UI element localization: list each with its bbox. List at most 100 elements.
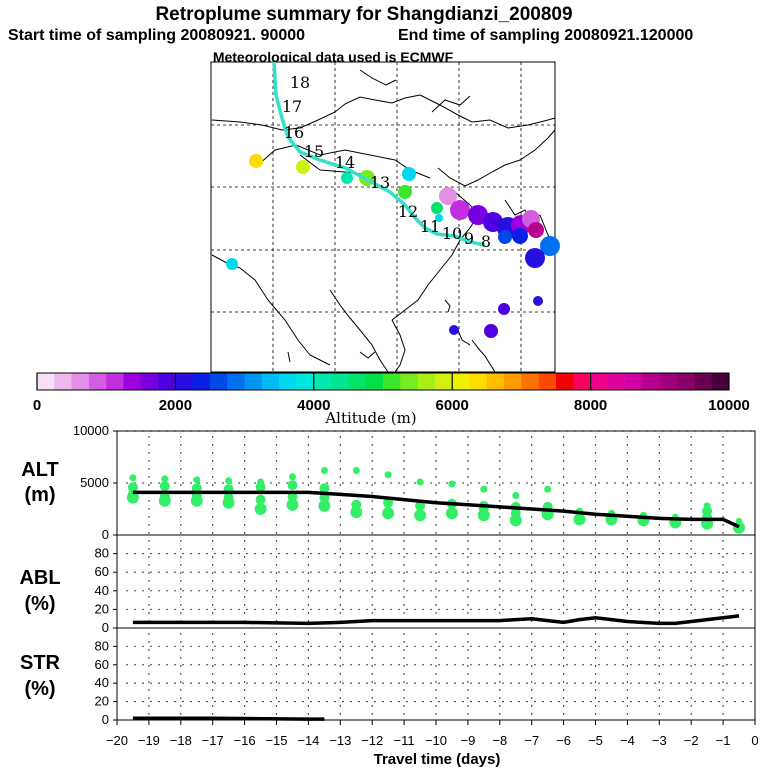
x-grid-dot (243, 620, 246, 622)
x-grid-dot (467, 524, 469, 526)
y-grid-dot (686, 664, 688, 666)
x-grid-dot (148, 572, 150, 574)
abl-panel-ylabel-unit: (%) (24, 593, 55, 615)
x-grid-dot (658, 460, 660, 462)
x-grid-dot (180, 524, 182, 526)
x-grid-dot (435, 681, 437, 683)
x-grid-dot (307, 468, 310, 470)
x-tick-label: −20 (106, 733, 128, 748)
y-tick-label: 60 (95, 657, 109, 672)
x-grid-dot (403, 673, 405, 675)
y-grid-dot (318, 608, 320, 611)
x-grid-dot (371, 500, 373, 502)
x-grid-dot (690, 460, 692, 462)
y-grid-dot (358, 664, 360, 666)
y-grid-dot (398, 590, 400, 592)
x-grid-dot (690, 468, 692, 470)
x-grid-dot (562, 681, 565, 683)
y-grid-dot (558, 430, 560, 432)
y-grid-dot (718, 482, 720, 484)
x-grid-dot (690, 612, 692, 614)
colorbar-segment (538, 373, 557, 390)
x-grid-dot (275, 705, 278, 707)
y-grid-dot (174, 700, 176, 703)
y-grid-dot (254, 700, 256, 703)
y-grid-dot (254, 664, 256, 666)
y-grid-dot (518, 664, 520, 666)
y-grid-dot (166, 552, 168, 555)
y-grid-dot (750, 645, 752, 648)
colorbar-segment (331, 373, 349, 390)
y-grid-dot (126, 645, 128, 648)
x-grid-dot (531, 641, 533, 643)
y-grid-dot (446, 552, 448, 555)
cluster-marker (540, 236, 560, 256)
x-grid-dot (435, 649, 437, 651)
y-grid-dot (558, 664, 560, 666)
x-grid-dot (626, 665, 629, 667)
y-grid-dot (142, 608, 144, 611)
y-grid-dot (470, 645, 472, 648)
x-grid-dot (467, 444, 469, 446)
trajectory-day-label: 10 (442, 224, 462, 243)
y-grid-dot (582, 608, 584, 611)
plume-clusters (226, 154, 560, 338)
y-grid-dot (230, 700, 232, 703)
y-grid-dot (550, 700, 552, 703)
alt-scatter-point (448, 480, 456, 488)
colorbar-segment (54, 373, 73, 390)
x-grid-dot (148, 612, 150, 614)
x-grid-dot (180, 500, 182, 502)
x-grid-dot (594, 580, 597, 582)
y-grid-dot (614, 482, 616, 484)
y-tick-label: 0 (102, 527, 109, 542)
x-grid-dot (626, 484, 629, 486)
x-grid-dot (722, 548, 724, 550)
x-grid-dot (180, 516, 182, 518)
x-grid-dot (499, 436, 501, 438)
x-grid-dot (594, 476, 597, 478)
x-grid-dot (371, 665, 373, 667)
x-grid-dot (148, 681, 150, 683)
x-grid-dot (594, 588, 597, 590)
x-grid-dot (371, 492, 373, 494)
y-grid-dot (358, 700, 360, 703)
x-grid-dot (467, 657, 469, 659)
alt-scatter-point (512, 492, 520, 499)
y-grid-dot (150, 571, 152, 573)
x-grid-dot (148, 476, 150, 478)
x-grid-dot (435, 468, 437, 470)
cluster-marker (450, 200, 470, 220)
y-grid-dot (542, 682, 544, 684)
cluster-marker (498, 230, 512, 244)
y-grid-dot (734, 482, 736, 484)
y-grid-dot (350, 645, 352, 648)
x-grid-dot (339, 524, 341, 526)
x-grid-dot (467, 436, 469, 438)
x-grid-dot (339, 697, 341, 699)
x-grid-dot (594, 641, 597, 643)
x-grid-dot (212, 633, 214, 635)
x-grid-dot (658, 444, 660, 446)
y-grid-dot (214, 700, 216, 703)
x-grid-dot (499, 548, 501, 550)
y-grid-dot (414, 608, 416, 611)
x-grid-dot (467, 673, 469, 675)
y-grid-dot (326, 590, 328, 592)
colorbar-segment (158, 373, 176, 390)
y-grid-dot (342, 571, 344, 573)
y-grid-dot (654, 482, 656, 484)
y-grid-dot (726, 482, 728, 484)
x-grid-dot (594, 484, 597, 486)
y-grid-dot (190, 590, 192, 592)
y-grid-dot (510, 552, 512, 555)
y-grid-dot (158, 700, 160, 703)
y-grid-dot (166, 608, 168, 611)
y-grid-dot (246, 482, 248, 484)
x-grid-dot (148, 436, 150, 438)
alt-scatter-point (384, 471, 392, 479)
x-grid-dot (722, 484, 724, 486)
y-grid-dot (182, 682, 184, 684)
y-grid-dot (502, 645, 504, 648)
y-grid-dot (374, 700, 376, 703)
